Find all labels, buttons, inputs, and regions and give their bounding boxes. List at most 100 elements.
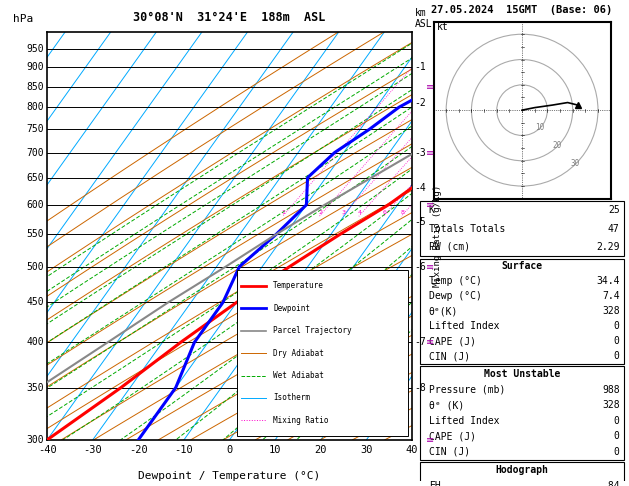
Text: 950: 950: [26, 44, 44, 54]
Text: 7.4: 7.4: [602, 291, 620, 301]
Text: ≡: ≡: [426, 148, 434, 157]
Text: 750: 750: [26, 124, 44, 134]
Text: 1: 1: [282, 210, 286, 215]
Text: Isotherm: Isotherm: [274, 394, 310, 402]
Text: CIN (J): CIN (J): [429, 447, 470, 457]
Text: 800: 800: [26, 102, 44, 112]
Text: -10: -10: [175, 445, 193, 455]
Text: -2: -2: [414, 98, 426, 108]
Text: -6: -6: [414, 261, 426, 272]
Text: Mixing Ratio: Mixing Ratio: [274, 416, 329, 425]
Text: 350: 350: [26, 382, 44, 393]
Text: Lifted Index: Lifted Index: [429, 416, 499, 426]
Text: 4: 4: [358, 210, 362, 215]
Text: 0: 0: [226, 445, 233, 455]
Text: PW (cm): PW (cm): [429, 242, 470, 252]
Text: Parcel Trajectory: Parcel Trajectory: [274, 326, 352, 335]
Text: Totals Totals: Totals Totals: [429, 224, 505, 234]
Bar: [420, 366, 624, 460]
Text: CAPE (J): CAPE (J): [429, 431, 476, 441]
Text: 400: 400: [26, 337, 44, 347]
Text: 30°08'N  31°24'E  188m  ASL: 30°08'N 31°24'E 188m ASL: [133, 11, 326, 24]
Text: -1: -1: [414, 62, 426, 72]
Text: Dewpoint / Temperature (°C): Dewpoint / Temperature (°C): [138, 471, 321, 482]
Text: 15: 15: [440, 210, 447, 215]
Text: 0: 0: [614, 321, 620, 331]
Text: -84: -84: [602, 482, 620, 486]
Text: 20: 20: [459, 210, 467, 215]
Text: -7: -7: [414, 337, 426, 347]
Text: 0: 0: [614, 447, 620, 457]
Text: km
ASL: km ASL: [415, 8, 433, 29]
Text: -4: -4: [414, 183, 426, 193]
Text: 25: 25: [608, 205, 620, 215]
Text: Mixing Ratio (g/kg): Mixing Ratio (g/kg): [433, 185, 442, 287]
Text: 30: 30: [571, 159, 580, 168]
Text: -5: -5: [414, 217, 426, 227]
Text: -20: -20: [129, 445, 148, 455]
Text: 900: 900: [26, 62, 44, 72]
Text: 2.29: 2.29: [596, 242, 620, 252]
Text: 988: 988: [602, 384, 620, 395]
Text: θᵉ (K): θᵉ (K): [429, 400, 464, 410]
Text: Temp (°C): Temp (°C): [429, 276, 482, 286]
Text: 0: 0: [614, 336, 620, 347]
Text: Wet Adiabat: Wet Adiabat: [274, 371, 324, 380]
Text: 850: 850: [26, 82, 44, 92]
Text: 10: 10: [413, 210, 420, 215]
Text: ≡: ≡: [426, 261, 434, 272]
Text: 328: 328: [602, 306, 620, 316]
Text: -40: -40: [38, 445, 57, 455]
Text: 27.05.2024  15GMT  (Base: 06): 27.05.2024 15GMT (Base: 06): [431, 5, 613, 15]
Text: 8: 8: [400, 210, 404, 215]
Text: θᵉ(K): θᵉ(K): [429, 306, 458, 316]
Text: ≡: ≡: [426, 200, 434, 210]
Text: kt: kt: [437, 22, 449, 33]
Text: Pressure (mb): Pressure (mb): [429, 384, 505, 395]
Text: 0: 0: [614, 431, 620, 441]
Text: Dewp (°C): Dewp (°C): [429, 291, 482, 301]
Text: 650: 650: [26, 173, 44, 183]
Text: 0: 0: [614, 416, 620, 426]
Text: 6: 6: [382, 210, 386, 215]
Text: 700: 700: [26, 148, 44, 157]
Text: Dry Adiabat: Dry Adiabat: [274, 348, 324, 358]
Text: -30: -30: [84, 445, 102, 455]
Text: 10: 10: [269, 445, 281, 455]
Text: 20: 20: [314, 445, 327, 455]
Text: 550: 550: [26, 229, 44, 239]
Text: CAPE (J): CAPE (J): [429, 336, 476, 347]
Text: 34.4: 34.4: [596, 276, 620, 286]
Text: 600: 600: [26, 200, 44, 210]
Text: EH: EH: [429, 482, 440, 486]
Bar: [237, 270, 408, 436]
Text: Surface: Surface: [501, 261, 543, 271]
Text: 40: 40: [406, 445, 418, 455]
Text: 0: 0: [614, 351, 620, 361]
Text: K: K: [429, 205, 435, 215]
Text: Hodograph: Hodograph: [496, 465, 548, 475]
Text: CIN (J): CIN (J): [429, 351, 470, 361]
Text: hPa: hPa: [13, 14, 33, 24]
Text: ≡: ≡: [426, 435, 434, 445]
Text: 450: 450: [26, 297, 44, 307]
Bar: [420, 462, 624, 486]
Text: 10: 10: [535, 123, 545, 132]
Text: Most Unstable: Most Unstable: [484, 369, 560, 379]
Text: -8: -8: [414, 382, 426, 393]
Text: ≡: ≡: [426, 82, 434, 92]
Text: Dewpoint: Dewpoint: [274, 304, 310, 312]
Text: 2: 2: [318, 210, 322, 215]
Text: -3: -3: [414, 148, 426, 157]
Text: 20: 20: [553, 141, 562, 150]
Bar: [420, 259, 624, 364]
Text: 300: 300: [26, 435, 44, 445]
Bar: [420, 201, 624, 256]
Text: 25: 25: [475, 210, 482, 215]
Text: 3: 3: [341, 210, 345, 215]
Text: 328: 328: [602, 400, 620, 410]
Text: 30: 30: [360, 445, 372, 455]
Text: 47: 47: [608, 224, 620, 234]
Text: Lifted Index: Lifted Index: [429, 321, 499, 331]
Text: ≡: ≡: [426, 337, 434, 347]
